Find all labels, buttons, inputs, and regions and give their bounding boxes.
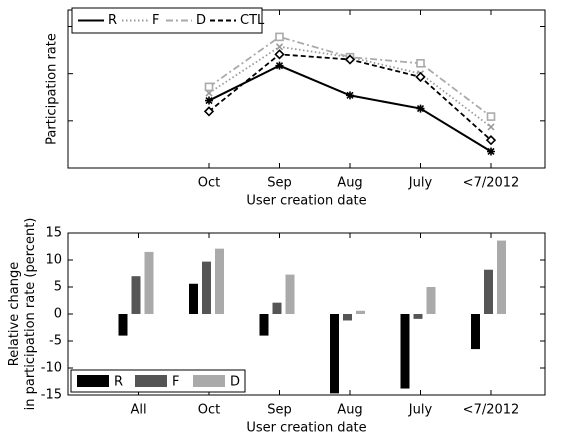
bar — [144, 251, 154, 314]
y-tick-label: -15 — [41, 388, 62, 403]
marker-shape — [203, 106, 215, 117]
legend-swatch — [193, 375, 225, 387]
marker — [416, 58, 425, 68]
legend-label: R — [114, 375, 123, 390]
legend-label: CTL — [240, 13, 265, 28]
series-line — [208, 64, 492, 153]
bar — [497, 240, 506, 314]
legend-label: F — [152, 13, 159, 28]
y-tick-label: 5 — [54, 280, 62, 295]
marker — [487, 123, 495, 131]
marker-shape — [274, 49, 285, 60]
x-axis-label: User creation date — [246, 421, 366, 436]
bar — [413, 314, 423, 319]
bar — [285, 274, 295, 314]
bar — [272, 302, 282, 314]
x-tick-label: July — [408, 176, 433, 191]
series-line — [208, 35, 492, 118]
bar — [189, 283, 198, 314]
x-tick-label: All — [130, 403, 146, 418]
x-tick-label: <7/2012 — [463, 403, 520, 418]
y-axis-label: Relative changein participation rate (pe… — [7, 218, 38, 411]
bar — [400, 314, 410, 389]
marker — [205, 96, 213, 105]
marker-shape — [275, 61, 284, 70]
legend-label: D — [196, 13, 206, 28]
x-tick-label: Oct — [198, 403, 220, 418]
marker — [203, 106, 215, 117]
legend-label: R — [108, 13, 117, 28]
marker — [274, 49, 285, 60]
axes-frame — [67, 9, 546, 169]
bar — [330, 314, 339, 394]
marker-shape — [275, 43, 284, 51]
bar — [426, 287, 436, 314]
marker-shape — [344, 54, 356, 65]
bar — [259, 314, 269, 336]
marker — [416, 104, 425, 113]
marker — [415, 71, 426, 83]
y-tick-label: 15 — [45, 226, 62, 241]
y-tick-label: -5 — [49, 334, 62, 349]
marker — [487, 147, 495, 156]
marker — [485, 135, 497, 146]
y-tick-label: 10 — [45, 253, 62, 268]
marker-shape — [416, 58, 425, 68]
bar — [343, 314, 352, 321]
marker-shape — [275, 32, 284, 42]
y-tick-label: -10 — [41, 361, 62, 376]
marker — [344, 54, 356, 65]
y-axis-label-line: Relative change — [7, 262, 22, 366]
marker-shape — [486, 112, 496, 121]
x-tick-label: Oct — [198, 176, 220, 191]
marker-shape — [487, 147, 495, 156]
marker — [346, 91, 354, 100]
x-axis-label: User creation date — [246, 194, 366, 209]
bar — [202, 261, 211, 314]
y-axis-label-line: in participation rate (percent) — [23, 218, 38, 411]
marker — [275, 32, 284, 42]
x-tick-label: Sep — [267, 176, 292, 191]
marker-shape — [205, 96, 213, 105]
marker-shape — [416, 104, 425, 113]
series-line — [208, 45, 492, 128]
marker — [275, 61, 284, 70]
marker-shape — [487, 123, 495, 131]
bar — [131, 276, 141, 314]
bar — [471, 314, 480, 350]
marker-shape — [485, 135, 497, 146]
x-tick-label: Sep — [267, 403, 292, 418]
x-tick-label: Aug — [337, 403, 362, 418]
legend-label: F — [172, 375, 179, 390]
marker-shape — [415, 71, 426, 83]
x-tick-label: July — [408, 403, 433, 418]
marker — [486, 112, 496, 121]
legend-label: D — [230, 375, 240, 390]
bar — [484, 269, 493, 314]
marker-shape — [204, 82, 214, 92]
bar — [356, 310, 365, 314]
marker — [204, 82, 214, 92]
legend-swatch — [135, 375, 167, 387]
y-tick-label: 0 — [54, 307, 62, 322]
y-axis-label: Participation rate — [45, 33, 60, 145]
x-tick-label: Aug — [337, 176, 362, 191]
x-tick-label: <7/2012 — [463, 176, 520, 191]
bar — [215, 248, 224, 314]
marker — [275, 43, 284, 51]
bar — [118, 314, 128, 336]
legend-swatch — [77, 375, 109, 387]
marker-shape — [346, 91, 354, 100]
